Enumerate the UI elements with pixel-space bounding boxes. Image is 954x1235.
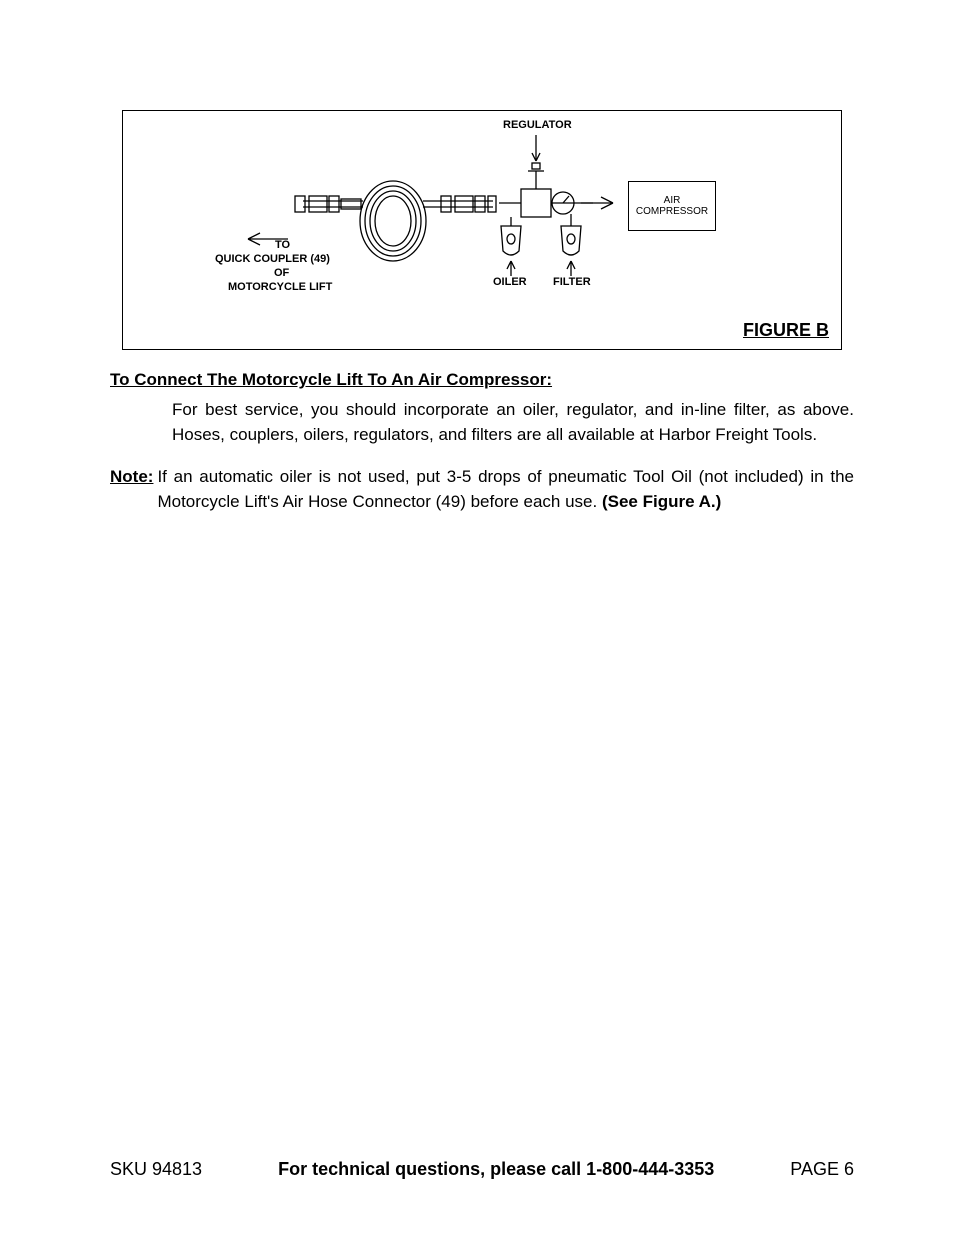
- figure-title: FIGURE B: [743, 320, 829, 341]
- label-filter: FILTER: [553, 276, 591, 289]
- note-body-pre: If an automatic oiler is not used, put 3…: [157, 467, 854, 511]
- footer-sku: SKU 94813: [110, 1159, 202, 1180]
- label-compressor: AIR COMPRESSOR: [628, 181, 716, 231]
- label-to: TO: [275, 239, 290, 252]
- label-qc2: OF: [274, 267, 289, 280]
- label-regulator: REGULATOR: [503, 119, 572, 132]
- note-label: Note:: [110, 465, 153, 514]
- note-row: Note: If an automatic oiler is not used,…: [110, 465, 854, 514]
- label-qc3: MOTORCYCLE LIFT: [228, 281, 332, 294]
- section-paragraph: For best service, you should incorporate…: [172, 398, 854, 447]
- footer-page: PAGE 6: [790, 1159, 854, 1180]
- note-body: If an automatic oiler is not used, put 3…: [157, 465, 854, 514]
- label-oiler: OILER: [493, 276, 527, 289]
- note-strong: (See Figure A.): [602, 492, 721, 511]
- footer-center: For technical questions, please call 1-8…: [278, 1159, 714, 1180]
- section-heading: To Connect The Motorcycle Lift To An Air…: [110, 370, 854, 390]
- page-footer: SKU 94813 For technical questions, pleas…: [110, 1159, 854, 1180]
- figure-b-box: REGULATOR OILER FILTER AIR COMPRESSOR TO…: [122, 110, 842, 350]
- label-qc1: QUICK COUPLER (49): [215, 253, 330, 266]
- diagram-svg: [123, 111, 843, 351]
